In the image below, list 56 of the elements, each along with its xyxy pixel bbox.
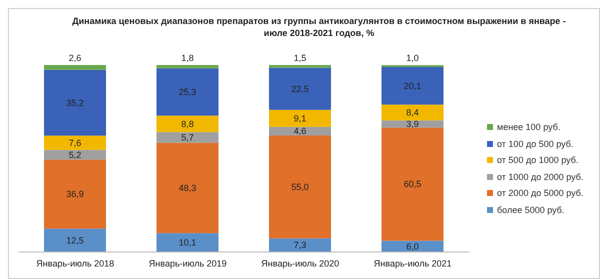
bar (269, 126, 331, 136)
legend-label: более 5000 руб. (497, 204, 564, 215)
bar (269, 65, 331, 68)
data-label: 9,1 (294, 113, 306, 124)
bar (156, 116, 218, 132)
bar (269, 68, 331, 110)
legend-label: от 100 до 500 руб. (497, 138, 574, 149)
bar (382, 67, 444, 105)
data-label: 1,8 (181, 53, 194, 63)
data-label: 8,4 (406, 108, 419, 118)
data-label: 10,1 (178, 238, 196, 248)
data-label: 25,3 (178, 87, 196, 98)
bar (382, 104, 444, 120)
x-tick-label: Январь-июль 2020 (261, 258, 340, 268)
data-label: 55,0 (291, 182, 309, 192)
data-label: 22,5 (291, 84, 309, 94)
data-label: 7,6 (68, 138, 82, 148)
data-label: 48,3 (178, 182, 196, 193)
bar (156, 65, 218, 68)
data-label: 3,9 (406, 119, 419, 129)
data-label: 36,9 (66, 189, 84, 200)
legend-label: от 2000 до 5000 руб. (497, 188, 584, 198)
chart-title: Динамика ценовых диапазонов препаратов из группы антикоагулянтов в стоимостном выражении в январе - июле 2018-2021 годов, % (71, 15, 567, 39)
data-label: 1,0 (406, 53, 419, 64)
bar (156, 233, 218, 252)
bar (156, 68, 218, 116)
data-label: 2,6 (68, 53, 82, 63)
x-tick-label: Январь-июль 2019 (148, 258, 227, 268)
bar (44, 150, 106, 160)
data-label: 7,3 (294, 240, 306, 250)
data-label: 1,5 (294, 53, 306, 63)
x-tick-label: Январь-июль 2021 (374, 258, 452, 268)
data-label: 35,2 (66, 98, 84, 108)
data-label: 8,8 (181, 118, 194, 129)
bar (44, 65, 106, 70)
bar (44, 228, 106, 252)
bar (44, 160, 106, 229)
data-label: 12,5 (66, 235, 84, 246)
legend-label: от 500 до 1000 руб. (497, 155, 578, 166)
legend-label: от 1000 до 2000 руб. (497, 172, 584, 182)
bar (156, 142, 218, 234)
data-label: 5,7 (181, 132, 194, 142)
bar (382, 128, 444, 241)
legend-label: менее 100 руб. (497, 122, 560, 132)
bar (269, 136, 331, 238)
data-label: 4,6 (294, 126, 306, 136)
bar (156, 132, 218, 143)
bar (269, 110, 331, 127)
bar (44, 70, 106, 136)
data-label: 6,0 (406, 241, 419, 252)
data-label: 20,1 (404, 80, 422, 91)
bar (269, 238, 331, 252)
x-tick-label: Январь-июль 2018 (36, 258, 114, 268)
data-label: 60,5 (404, 179, 422, 190)
bar (44, 136, 106, 150)
data-label: 5,2 (68, 150, 82, 160)
